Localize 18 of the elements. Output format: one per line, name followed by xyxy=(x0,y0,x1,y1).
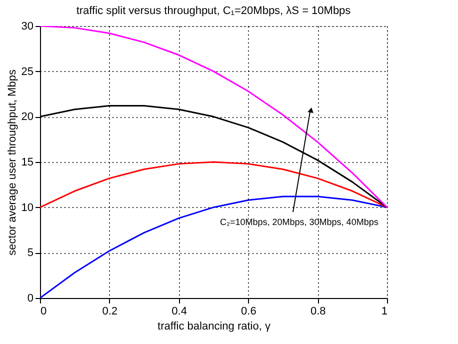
x-axis-title: traffic balancing ratio, γ xyxy=(158,320,271,332)
y-tick-label: 30 xyxy=(21,20,34,32)
x-tick-label: 0.6 xyxy=(241,306,256,318)
y-tick-label: 20 xyxy=(21,111,34,124)
annotation: C₂=10Mbps, 20Mbps, 30Mbps, 40Mbps xyxy=(220,217,379,227)
y-tick-label: 10 xyxy=(21,202,34,214)
y-tick-label: 15 xyxy=(21,156,34,168)
x-tick-label: 0.8 xyxy=(310,306,326,318)
y-tick-label: 25 xyxy=(21,66,34,78)
y-tick-label: 0 xyxy=(27,292,34,304)
x-tick-label: 0 xyxy=(40,306,47,318)
chart-title: traffic split versus throughput, C₁=20Mbps, λS = 10Mbps xyxy=(76,5,352,17)
line-series xyxy=(40,161,387,208)
x-tick-label: 0.2 xyxy=(102,306,118,318)
y-tick-label: 5 xyxy=(27,247,34,260)
y-axis-title: sector average user throughput, Mbps xyxy=(6,69,18,256)
x-tick-label: 1 xyxy=(381,306,388,318)
x-tick-label: 0.4 xyxy=(172,306,187,318)
